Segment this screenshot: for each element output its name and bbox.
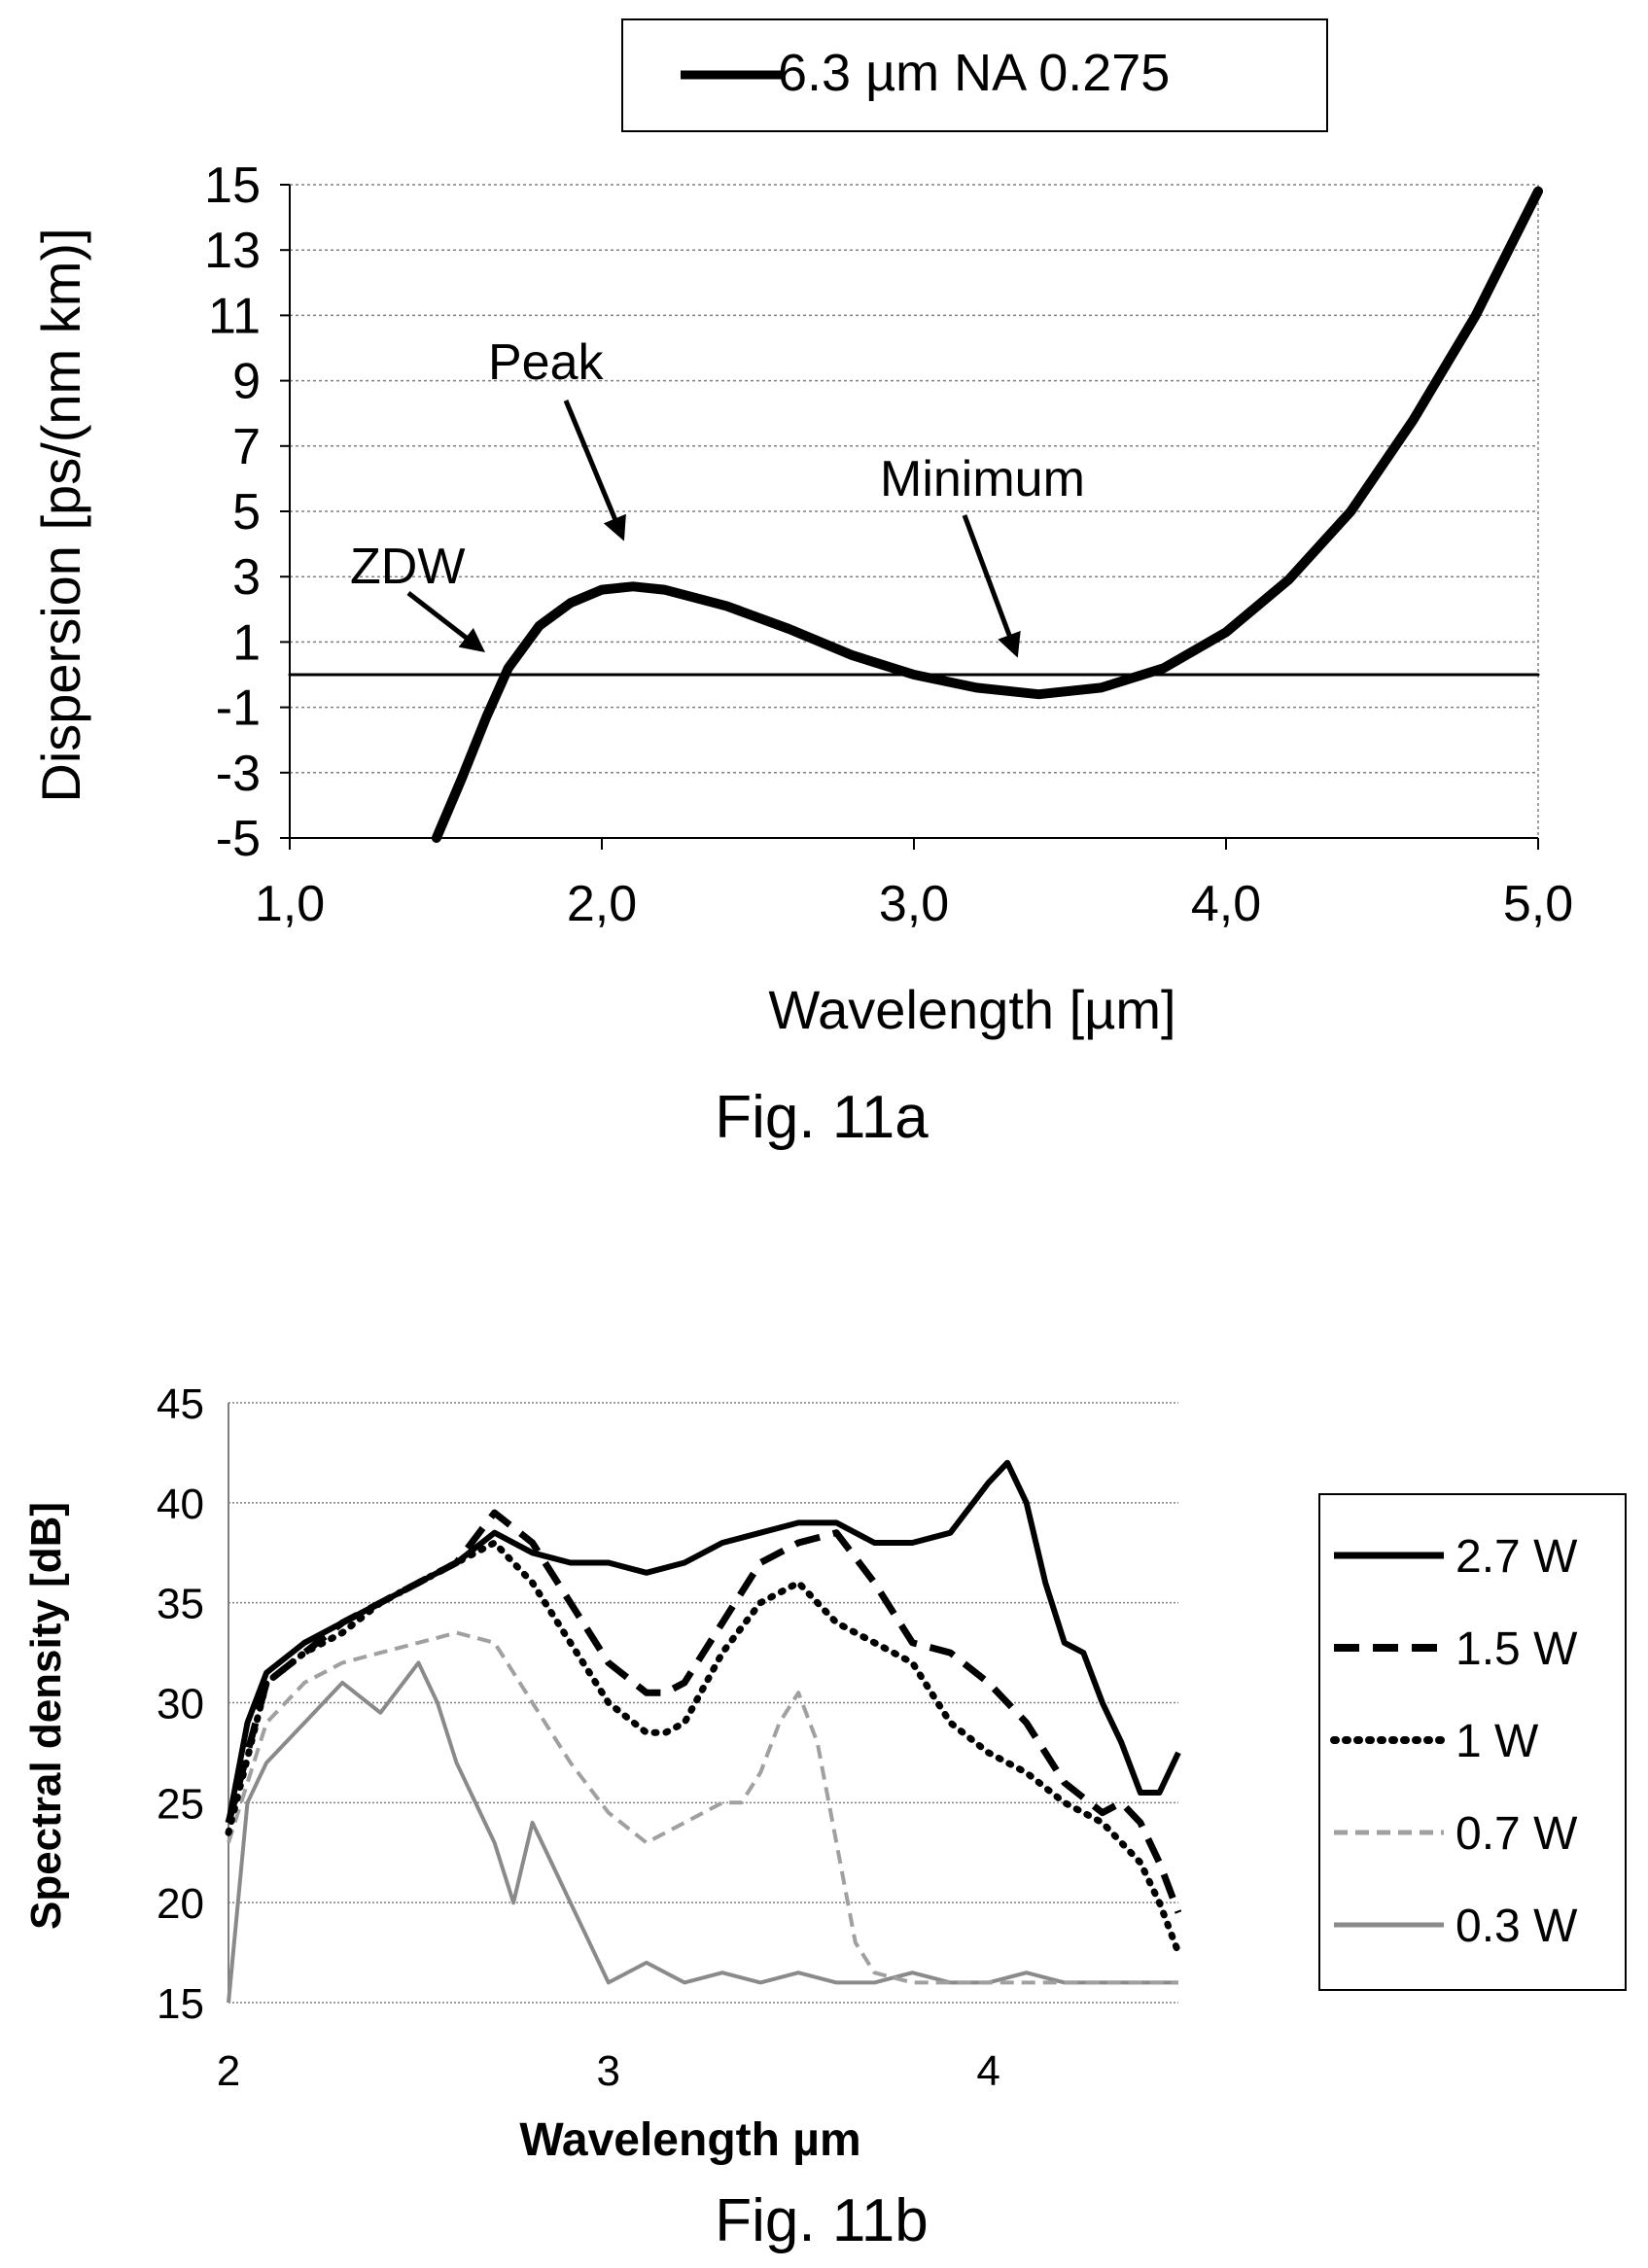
y-tick-label-11a: 7 bbox=[232, 419, 261, 475]
y-tick-label-11a: 1 bbox=[232, 614, 261, 671]
y-tick-label-11a: -3 bbox=[216, 746, 261, 802]
legend-label-11b: 0.7 W bbox=[1455, 1808, 1578, 1860]
x-tick-label-11a: 5,0 bbox=[1503, 876, 1573, 932]
y-tick-label-11a: 11 bbox=[208, 288, 261, 344]
series-1-5w bbox=[225, 1509, 1182, 1914]
y-tick-label-11a: 3 bbox=[232, 549, 261, 606]
y-tick-label-11b: 40 bbox=[157, 1481, 204, 1528]
series-11a bbox=[288, 186, 1543, 843]
legend-11a: 6.3 µm NA 0.275 bbox=[621, 18, 1328, 132]
x-tick-label-11a: 4,0 bbox=[1191, 876, 1261, 932]
x-axis-label-11b: Wavelength µm bbox=[519, 2114, 860, 2166]
x-ticks-11b: 2 3 4 bbox=[217, 2047, 1000, 2095]
x-tick-label-11b: 3 bbox=[597, 2047, 620, 2095]
y-tick-label-11b: 20 bbox=[157, 1880, 204, 1928]
y-axis-label-11a: Dispersion [ps/(nm km)] bbox=[30, 227, 91, 802]
x-tick-label-11a: 2,0 bbox=[567, 876, 637, 932]
grid-11b bbox=[228, 1402, 1178, 2004]
zdw-arrow bbox=[406, 591, 485, 653]
legend-label-11a: 6.3 µm NA 0.275 bbox=[778, 44, 1170, 102]
legend-label-11b: 0.3 W bbox=[1455, 1901, 1578, 1952]
y-tick-label-11b: 30 bbox=[157, 1681, 204, 1728]
chart-11b: 15 20 25 30 35 40 45 2 3 4 Spectral density [dB]… bbox=[22, 1380, 1627, 2254]
y-tick-label-11b: 45 bbox=[157, 1380, 204, 1428]
x-axis-label-11a: Wavelength [µm] bbox=[768, 979, 1175, 1040]
legend-label-11b: 1 W bbox=[1455, 1716, 1539, 1767]
x-tick-label-11a: 3,0 bbox=[879, 876, 949, 932]
series-1w bbox=[225, 1539, 1182, 1957]
y-tick-label-11b: 35 bbox=[157, 1581, 204, 1628]
x-tick-label-11b: 4 bbox=[976, 2047, 999, 2095]
dispersion-curve bbox=[431, 186, 1543, 843]
y-ticks-11b: 15 20 25 30 35 40 45 bbox=[157, 1380, 204, 2028]
peak-arrow bbox=[563, 400, 626, 541]
axes-11a bbox=[289, 185, 1538, 839]
caption-11b: Fig. 11b bbox=[715, 2187, 928, 2254]
series-0-3w bbox=[227, 1660, 1178, 2004]
y-axis-label-11b: Spectral density [dB] bbox=[22, 1502, 70, 1930]
legend-11b: 2.7 W 1.5 W 1 W 0.7 W 0.3 W bbox=[1318, 1493, 1627, 1991]
y-tick-label-11b: 25 bbox=[157, 1780, 204, 1828]
legend-label-11b: 1.5 W bbox=[1455, 1623, 1578, 1675]
x-tick-label-11b: 2 bbox=[217, 2047, 240, 2095]
y-tick-label-11b: 15 bbox=[157, 1980, 204, 2028]
y-tick-label-11a: -5 bbox=[216, 811, 261, 867]
annotations-11a: Peak Minimum ZDW bbox=[350, 334, 1085, 658]
series-0-7w bbox=[227, 1630, 1178, 1985]
annotation-minimum: Minimum bbox=[880, 451, 1085, 507]
series-2-7w bbox=[226, 1459, 1181, 1824]
x-ticks-11a: 1,0 2,0 3,0 4,0 5,0 bbox=[255, 838, 1573, 932]
minimum-arrow bbox=[962, 514, 1021, 658]
annotation-peak: Peak bbox=[488, 334, 605, 391]
annotation-zdw: ZDW bbox=[350, 539, 465, 595]
y-tick-label-11a: 5 bbox=[232, 484, 261, 541]
legend-entries-11b: 2.7 W 1.5 W 1 W 0.7 W 0.3 W bbox=[1330, 1531, 1578, 1952]
y-tick-label-11a: 13 bbox=[204, 223, 261, 279]
legend-label-11b: 2.7 W bbox=[1455, 1531, 1578, 1583]
y-tick-label-11a: 9 bbox=[232, 354, 261, 410]
caption-11a: Fig. 11a bbox=[715, 1084, 929, 1151]
y-tick-label-11a: -1 bbox=[216, 680, 261, 737]
x-tick-label-11a: 1,0 bbox=[255, 876, 325, 932]
series-11b bbox=[225, 1459, 1182, 2004]
y-tick-label-11a: 15 bbox=[204, 157, 261, 214]
